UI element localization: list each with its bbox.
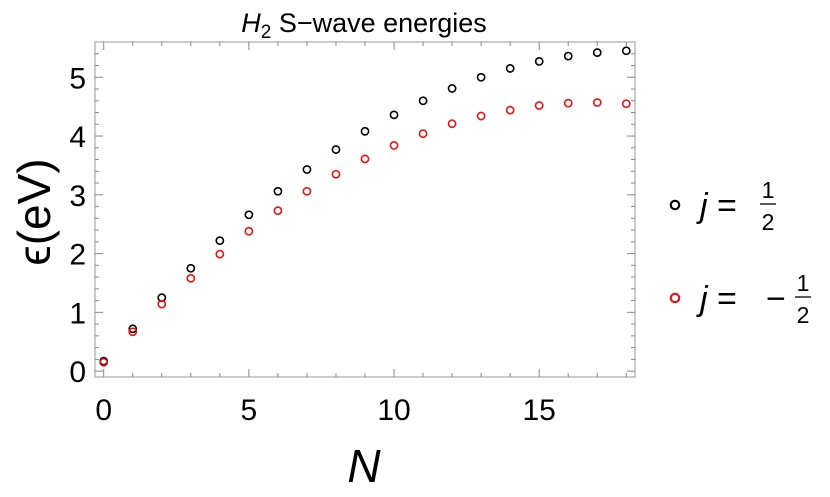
- point-j_plus: [186, 263, 196, 273]
- point-j_plus: [389, 110, 399, 120]
- y-tick-label: 4: [69, 121, 86, 154]
- point-j_minus: [592, 98, 602, 107]
- chart-title: H2 S−wave energies: [241, 8, 486, 43]
- point-j_plus: [360, 126, 370, 136]
- point-j_minus: [476, 111, 486, 121]
- point-j_minus: [389, 141, 399, 150]
- point-j_plus: [621, 46, 631, 56]
- point-j_minus: [302, 186, 312, 196]
- point-j_minus: [534, 101, 544, 110]
- point-j_minus: [186, 273, 196, 283]
- y-tick-label: 2: [69, 239, 86, 272]
- x-tick-label: 5: [241, 394, 258, 427]
- point-j_minus: [215, 249, 225, 259]
- point-j_minus: [621, 99, 631, 109]
- legend-label: j =: [696, 187, 737, 225]
- chart-title-rest: S−wave energies: [271, 8, 486, 38]
- point-j_minus: [99, 357, 109, 367]
- point-j_plus: [418, 96, 428, 106]
- point-j_minus: [244, 226, 254, 236]
- point-j_minus: [157, 299, 167, 309]
- point-j_plus: [244, 210, 254, 220]
- chart-title-symbol: H: [241, 8, 261, 38]
- y-tick-label: 5: [69, 62, 86, 95]
- point-j_minus: [505, 105, 515, 115]
- y-tick-label: 3: [69, 180, 86, 213]
- point-j_minus: [331, 169, 341, 179]
- point-j_plus: [302, 165, 312, 174]
- point-j_plus: [563, 51, 573, 61]
- legend: j = 12j = −12: [669, 177, 811, 328]
- point-j_plus: [534, 56, 544, 66]
- legend-fraction-denominator: 2: [762, 209, 775, 235]
- y-axis-label: ϵ(eV): [8, 158, 60, 265]
- x-tick-label: 10: [377, 394, 410, 427]
- point-j_minus: [563, 98, 573, 108]
- x-tick-label: 15: [523, 394, 556, 427]
- point-j_plus: [505, 64, 515, 73]
- point-j_plus: [128, 324, 138, 334]
- point-j_minus: [418, 129, 428, 139]
- point-j_minus: [273, 206, 283, 216]
- axis-ticks: [95, 42, 635, 377]
- chart-title-subscript: 2: [261, 22, 272, 43]
- point-j_plus: [331, 145, 341, 154]
- point-j_minus: [447, 119, 457, 129]
- y-tick-label: 0: [69, 356, 86, 389]
- legend-label: j =: [696, 280, 737, 318]
- axis-tick-labels: 0 5 10 15 0 1 2 3 4 5: [69, 62, 556, 427]
- legend-fraction-numerator: 1: [797, 270, 810, 296]
- x-axis-label: N: [347, 440, 381, 492]
- point-j_minus: [128, 327, 138, 337]
- point-j_minus: [360, 154, 370, 164]
- y-tick-label: 1: [69, 297, 86, 330]
- plot-frame: [94, 41, 636, 378]
- legend-fraction-denominator: 2: [797, 302, 810, 328]
- point-j_plus: [592, 48, 602, 57]
- data-points: [99, 46, 631, 367]
- legend-marker: [669, 199, 681, 211]
- x-tick-label: 0: [95, 394, 112, 427]
- point-j_plus: [273, 186, 283, 196]
- legend-marker: [669, 292, 681, 304]
- point-j_plus: [215, 236, 225, 246]
- legend-fraction-numerator: 1: [762, 177, 775, 203]
- point-j_plus: [476, 72, 486, 82]
- legend-sign: −: [766, 280, 786, 318]
- point-j_plus: [447, 84, 457, 93]
